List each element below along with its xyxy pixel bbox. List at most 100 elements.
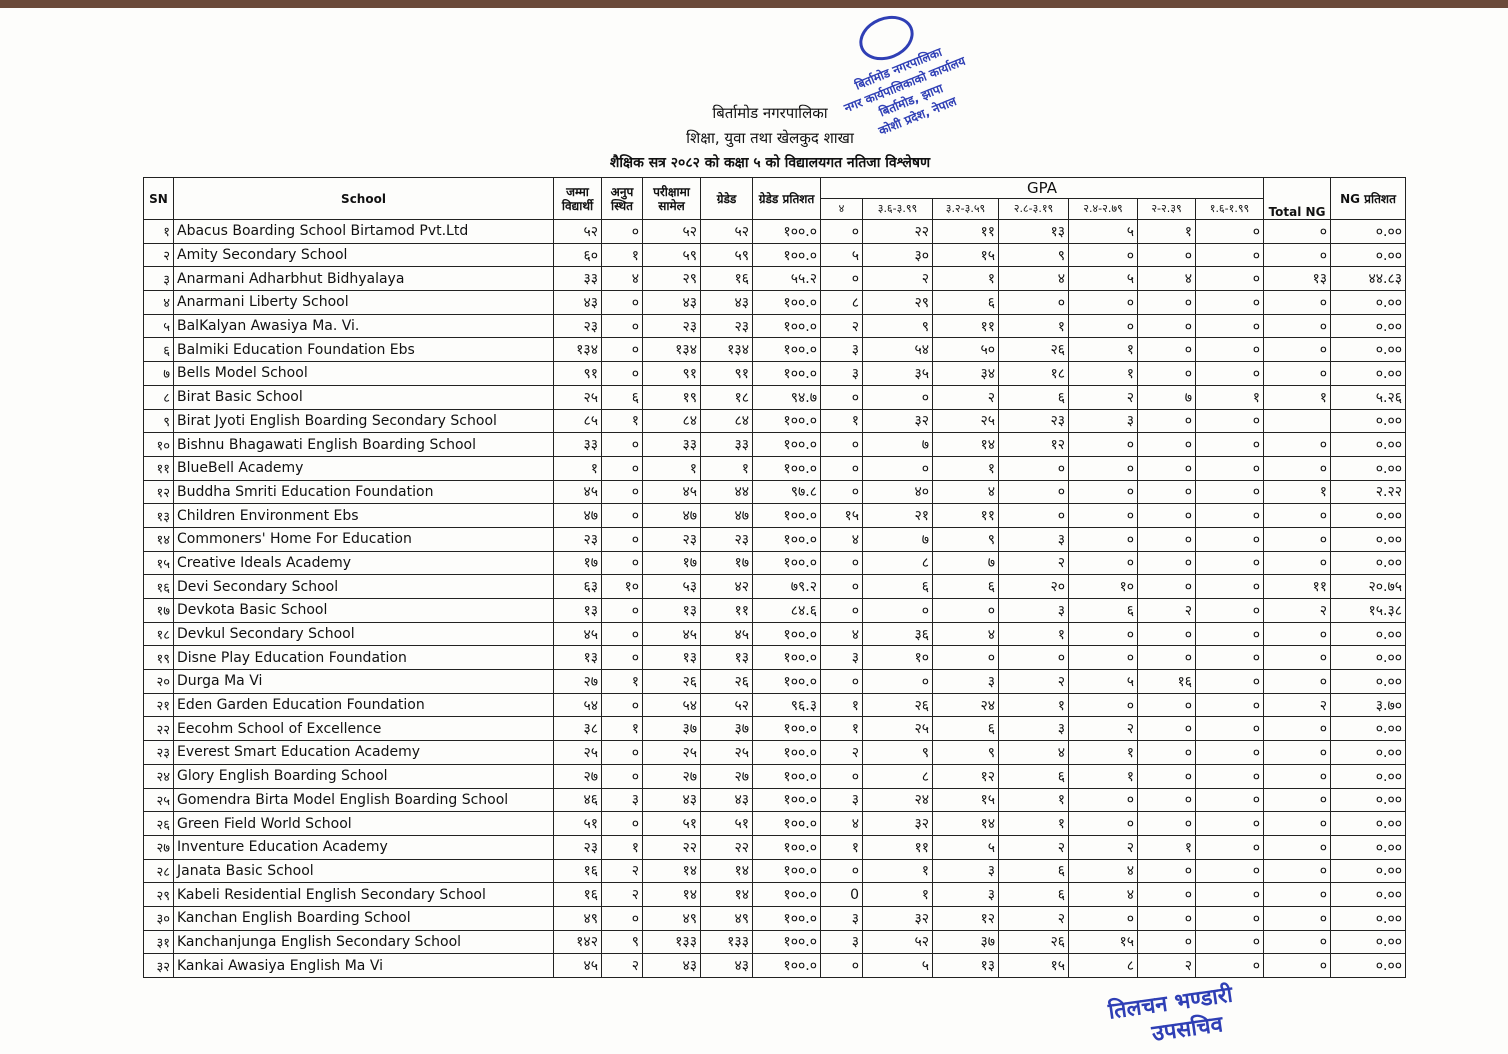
cell-value: ० bbox=[820, 384, 863, 410]
cell-value: ० bbox=[1263, 526, 1332, 552]
cell-value: १००.० bbox=[752, 740, 821, 765]
school-name: Eecohm School of Excellence bbox=[173, 716, 554, 742]
cell-value: १३ bbox=[932, 953, 999, 978]
cell-value: ९ bbox=[601, 929, 643, 955]
cell-value: १३ bbox=[1263, 266, 1332, 292]
cell-value: ४३ bbox=[700, 953, 753, 978]
cell-value: १००.० bbox=[752, 455, 821, 481]
cell-value: ३४ bbox=[932, 361, 999, 386]
cell-value: २ bbox=[601, 953, 643, 978]
cell-value: ० bbox=[1263, 716, 1332, 742]
cell-value: ४२ bbox=[700, 574, 753, 599]
cell-value: १००.० bbox=[752, 337, 821, 363]
cell-value: ० bbox=[1194, 266, 1265, 292]
cell-value: ० bbox=[1194, 811, 1265, 836]
cell-value: ९४.७ bbox=[752, 384, 821, 410]
cell-value: ४७ bbox=[700, 503, 753, 528]
cell-value: १००.० bbox=[752, 834, 821, 860]
cell-value: ० bbox=[1194, 692, 1265, 718]
table-row: ५ BalKalyan Awasiya Ma. Vi. २३ ० २३ २३ १००.० २ ९… bbox=[143, 313, 1407, 339]
table-row: ३१ Kanchanjunga English Secondary School १… bbox=[143, 929, 1407, 955]
cell-value: २ bbox=[1137, 598, 1196, 623]
cell-value: ०.०० bbox=[1330, 669, 1407, 694]
cell-value: ६३ bbox=[553, 574, 602, 599]
cell-value: ०.०० bbox=[1330, 503, 1407, 528]
cell-value: ५.२६ bbox=[1330, 384, 1407, 410]
cell-value: ४ bbox=[932, 479, 999, 505]
cell-value: १ bbox=[1194, 384, 1265, 410]
cell-value: ० bbox=[1137, 408, 1196, 434]
cell-value: ५१ bbox=[642, 811, 701, 836]
cell-value: २ bbox=[862, 266, 933, 292]
school-name: Birat Basic School bbox=[173, 384, 554, 410]
serial-number: ५ bbox=[143, 313, 174, 339]
cell-value: १५ bbox=[932, 242, 999, 268]
cell-value: २९ bbox=[862, 290, 933, 315]
cell-value: २ bbox=[601, 858, 643, 884]
cell-value: ४ bbox=[1068, 882, 1138, 907]
cell-value: ० bbox=[1194, 574, 1265, 599]
cell-value: ० bbox=[1194, 882, 1265, 907]
cell-value: ० bbox=[932, 598, 999, 623]
cell-value: ४ bbox=[1137, 266, 1196, 292]
cell-value: ३३ bbox=[700, 432, 753, 457]
cell-value: १००.० bbox=[752, 526, 821, 552]
cell-value: ३२ bbox=[862, 905, 933, 931]
table-row: १३ Children Environment Ebs ४७ ० ४७ ४७ १००.० १५… bbox=[143, 503, 1407, 528]
cell-value: ३ bbox=[998, 716, 1069, 742]
cell-value: ०.०० bbox=[1330, 645, 1407, 671]
school-name: Devi Secondary School bbox=[173, 574, 554, 599]
serial-number: २६ bbox=[143, 811, 174, 836]
cell-value: ० bbox=[1068, 526, 1138, 552]
cell-value: ० bbox=[1263, 858, 1332, 884]
cell-value: ० bbox=[820, 858, 863, 884]
serial-number: १२ bbox=[143, 479, 174, 505]
cell-value: ६० bbox=[553, 242, 602, 268]
cell-value: ० bbox=[820, 455, 863, 481]
serial-number: ३० bbox=[143, 905, 174, 931]
serial-number: २ bbox=[143, 242, 174, 268]
cell-value: १ bbox=[998, 313, 1069, 339]
cell-value: ८ bbox=[862, 763, 933, 789]
cell-value: १५ bbox=[1068, 929, 1138, 955]
cell-value: ९ bbox=[998, 242, 1069, 268]
column-header: ग्रेडेड bbox=[700, 177, 753, 220]
section: शिक्षा, युवा तथा खेलकुद शाखा bbox=[686, 129, 854, 147]
cell-value: १७ bbox=[642, 550, 701, 576]
table-row: १८ Devkul Secondary School ४५ ० ४५ ४५ १००.० ४ ३६… bbox=[143, 621, 1407, 647]
cell-value: ६ bbox=[1068, 598, 1138, 623]
table-row: २० Durga Ma Vi २७ १ २६ २६ १००.० ० ० ३ २ ५ १६ ० ० ०.०० bbox=[143, 669, 1407, 694]
cell-value: १० bbox=[601, 574, 643, 599]
school-name: Kabeli Residential English Secondary Sch… bbox=[173, 882, 554, 907]
cell-value: ० bbox=[601, 692, 643, 718]
table-row: २१ Eden Garden Education Foundation ५४ ० ५४ ५… bbox=[143, 692, 1407, 718]
cell-value: ५ bbox=[1068, 219, 1138, 244]
column-header: NG प्रतिशत bbox=[1330, 177, 1407, 220]
cell-value: ० bbox=[1263, 669, 1332, 694]
school-name: Green Field World School bbox=[173, 811, 554, 836]
cell-value: ५ bbox=[820, 242, 863, 268]
cell-value: ० bbox=[601, 313, 643, 339]
cell-value: २ bbox=[820, 740, 863, 765]
column-header: School bbox=[173, 177, 554, 220]
school-name: Devkul Secondary School bbox=[173, 621, 554, 647]
cell-value: २५ bbox=[932, 408, 999, 434]
school-name: Kanchan English Boarding School bbox=[173, 905, 554, 931]
cell-value: ११ bbox=[700, 598, 753, 623]
cell-value: ० bbox=[1194, 716, 1265, 742]
cell-value: ०.०० bbox=[1330, 811, 1407, 836]
cell-value: ४५ bbox=[700, 621, 753, 647]
cell-value: ० bbox=[1263, 219, 1332, 244]
cell-value: ०.०० bbox=[1330, 337, 1407, 363]
cell-value: २३ bbox=[700, 526, 753, 552]
cell-value: १४ bbox=[642, 858, 701, 884]
school-name: Buddha Smriti Education Foundation bbox=[173, 479, 554, 505]
cell-value: ० bbox=[1137, 905, 1196, 931]
school-name: Janata Basic School bbox=[173, 858, 554, 884]
table-row: १ Abacus Boarding School Birtamod Pvt.Ltd… bbox=[143, 219, 1407, 244]
cell-value: १३४ bbox=[553, 337, 602, 363]
cell-value: २ bbox=[1137, 953, 1196, 978]
cell-value: २३ bbox=[553, 313, 602, 339]
cell-value: १००.० bbox=[752, 882, 821, 907]
cell-value: १ bbox=[1137, 834, 1196, 860]
